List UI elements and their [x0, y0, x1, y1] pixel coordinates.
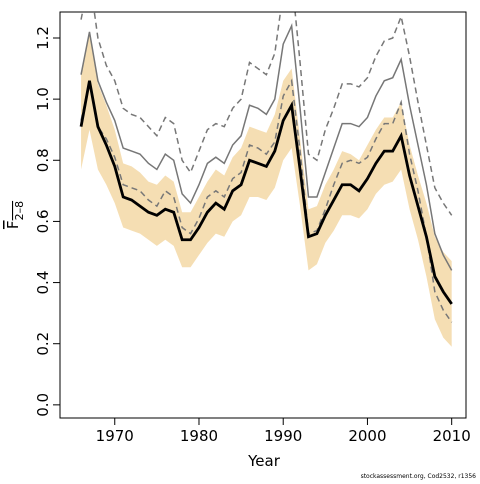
- series-line: [79, 80, 453, 305]
- series-line: [80, 12, 453, 216]
- x-tick-label: 1970: [96, 427, 134, 445]
- plot-frame: [59, 11, 467, 419]
- x-axis-label: Year: [247, 452, 281, 470]
- x-tick-label: 2000: [348, 427, 386, 445]
- y-label-main: F2–8: [4, 201, 26, 229]
- y-tick-label: 0.4: [34, 271, 52, 295]
- y-axis-label: F2–8: [4, 201, 26, 229]
- footer: stockassessment.org, Cod2532, r1356: [361, 473, 477, 480]
- y-tick-label: 0.2: [34, 332, 52, 356]
- y-tick-label: 0.0: [34, 393, 52, 417]
- y-tick-label: 0.6: [34, 209, 52, 233]
- x-tick-label: 1980: [180, 427, 218, 445]
- y-tick-label: 1.2: [34, 26, 52, 50]
- series-line: [80, 22, 453, 271]
- x-tick-label: 2010: [433, 427, 471, 445]
- y-label-f: F: [4, 220, 22, 229]
- y-tick-label: 1.0: [34, 87, 52, 111]
- confidence-band: [81, 31, 452, 347]
- y-label-sub: 2–8: [13, 201, 26, 221]
- plot-area: [79, 12, 453, 347]
- x-tick-label: 1990: [264, 427, 302, 445]
- series-line: [80, 78, 453, 323]
- y-tick-label: 0.8: [34, 148, 52, 172]
